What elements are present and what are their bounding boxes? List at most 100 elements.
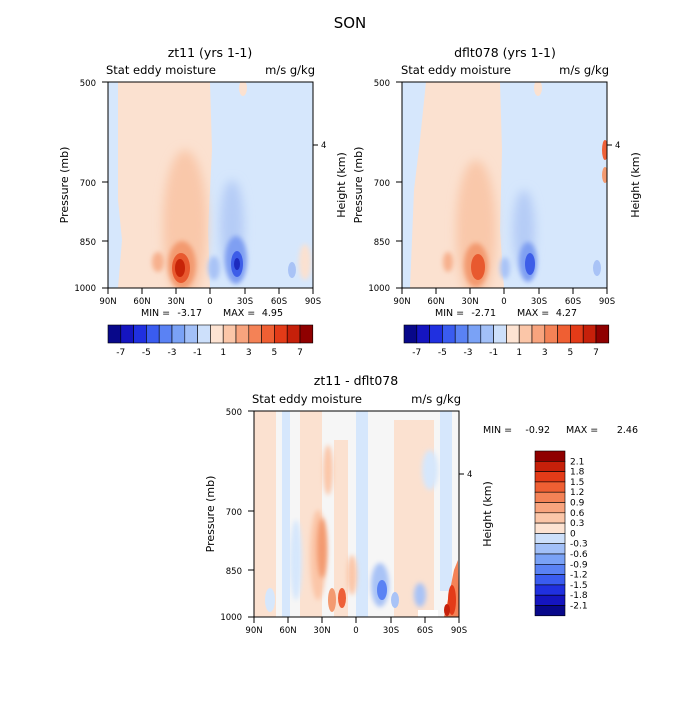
panel-2-xtick-0: 0 xyxy=(501,297,506,307)
colorbar-1-swatch xyxy=(274,324,288,344)
colorbar-3-label: 1.2 xyxy=(570,488,584,498)
panel-2-ytick-700: 700 xyxy=(374,179,390,189)
colorbar-3-label: 1.8 xyxy=(570,468,585,478)
colorbar-1-swatch xyxy=(184,324,198,344)
panel-1-xtick-60n: 60N xyxy=(133,297,150,307)
colorbar-1-label: -5 xyxy=(142,348,151,358)
panel-2-title: dflt078 (yrs 1-1) xyxy=(454,45,556,60)
panel-3: zt11 - dflt078 Stat eddy moisture m/s g/… xyxy=(204,373,638,636)
colorbar-2-swatch xyxy=(493,324,507,344)
panel-3-xtick-0: 0 xyxy=(353,626,358,636)
colorbar-3-swatch xyxy=(534,502,566,514)
panel-3-xtick-60s: 60S xyxy=(417,626,433,636)
colorbar-3-label: 0 xyxy=(570,529,576,539)
colorbar-1-label: -3 xyxy=(168,348,177,358)
colorbar-1-swatch xyxy=(235,324,250,344)
colorbar-1-swatch xyxy=(261,324,275,344)
colorbar-2-swatch xyxy=(531,324,546,344)
colorbar-3-swatch xyxy=(534,563,566,575)
colorbar-3-label: -1.5 xyxy=(570,581,588,591)
colorbar-2-label: -1 xyxy=(489,348,498,358)
colorbar-3-label: -0.3 xyxy=(570,540,588,550)
colorbar-3-swatch xyxy=(534,605,566,617)
colorbar-3-label: 0.6 xyxy=(570,509,585,519)
colorbar-1-swatch xyxy=(210,324,224,344)
colorbar-2-swatch xyxy=(467,324,482,344)
panel-3-xtick-90n: 90N xyxy=(245,626,262,636)
colorbar-3-swatch xyxy=(534,574,566,586)
panel-2-ytick-850: 850 xyxy=(374,238,390,248)
panel-3-field xyxy=(254,411,459,617)
panel-3-max-value: 2.46 xyxy=(617,425,638,436)
colorbar-3-swatch xyxy=(534,481,566,493)
panel-2-ytick-1000: 1000 xyxy=(368,284,390,294)
panel-2-subtitle-right: m/s g/kg xyxy=(559,63,609,77)
panel-3-min-value: -0.92 xyxy=(525,425,550,436)
panel-1-xtick-30s: 30S xyxy=(237,297,253,307)
colorbar-2-swatch xyxy=(506,324,520,344)
panel-1-xtick-0: 0 xyxy=(207,297,212,307)
colorbar-3-swatch xyxy=(534,522,566,534)
colorbar-3-swatch xyxy=(534,553,566,565)
colorbar-3-swatch xyxy=(534,471,566,483)
colorbar-2-label: 7 xyxy=(593,348,599,358)
panel-3-ylabel-right: Height (km) xyxy=(481,481,494,547)
colorbar-1-swatch xyxy=(222,324,237,344)
colorbar-2-swatch xyxy=(454,324,469,344)
colorbar-1-label: -1 xyxy=(193,348,202,358)
colorbar-1-label: 3 xyxy=(246,348,252,358)
figure-title: SON xyxy=(334,14,367,32)
panel-1-ytick-right-4: 4 xyxy=(321,141,326,151)
panel-2: dflt078 (yrs 1-1) Stat eddy moisture m/s… xyxy=(352,45,642,358)
panel-2-subtitle-left: Stat eddy moisture xyxy=(401,63,511,77)
panel-3-xtick-60n: 60N xyxy=(279,626,296,636)
colorbar-2-label: -5 xyxy=(438,348,447,358)
colorbar-1-swatch xyxy=(286,324,301,344)
panel-3-title: zt11 - dflt078 xyxy=(314,373,398,388)
colorbar-3-label: 0.9 xyxy=(570,499,585,509)
panel-1-ylabel-right: Height (km) xyxy=(335,152,348,218)
panel-1-xtick-30n: 30N xyxy=(167,297,184,307)
colorbar-1-swatch xyxy=(133,324,147,344)
panel-2-ytick-500: 500 xyxy=(374,79,390,89)
colorbar-3-swatch xyxy=(534,512,566,524)
colorbar-1-label: 1 xyxy=(220,348,226,358)
panel-3-ytick-700: 700 xyxy=(226,508,242,518)
colorbar-2-swatch xyxy=(595,324,610,344)
colorbar-1-label: -7 xyxy=(116,348,125,358)
panel-3-ytick-850: 850 xyxy=(226,567,242,577)
colorbar-3-label: 2.1 xyxy=(570,457,584,467)
colorbar-2-swatch xyxy=(557,324,571,344)
panel-3-xtick-90s: 90S xyxy=(451,626,467,636)
colorbar-2-label: 1 xyxy=(516,348,522,358)
panel-3-ytick-1000: 1000 xyxy=(220,613,242,623)
colorbar-1-swatch xyxy=(146,324,160,344)
colorbar-1-label: 5 xyxy=(272,348,278,358)
panel-3-ytick-500: 500 xyxy=(226,408,242,418)
panel-2-xtick-60s: 60S xyxy=(565,297,581,307)
colorbar-3-label: 1.5 xyxy=(570,478,584,488)
colorbar-1-label: 7 xyxy=(297,348,303,358)
panel-1-ytick-1000: 1000 xyxy=(74,284,96,294)
colorbar-3-swatch xyxy=(534,491,566,503)
colorbar-3-label: -2.1 xyxy=(570,602,588,612)
panel-1-xtick-90s: 90S xyxy=(305,297,321,307)
panel-1-subtitle-left: Stat eddy moisture xyxy=(106,63,216,77)
colorbar-3-label: -0.9 xyxy=(570,560,588,570)
colorbar-2-swatch xyxy=(582,324,597,344)
colorbar-1-swatch xyxy=(171,324,186,344)
panel-3-max-label: MAX = xyxy=(566,425,598,436)
colorbar-2-swatch xyxy=(544,324,558,344)
panel-2-max-value: 4.27 xyxy=(556,308,577,319)
colorbar-3-label: 0.3 xyxy=(570,519,584,529)
panel-3-xticks: 90N 60N 30N 0 30S 60S 90S xyxy=(245,626,467,636)
panel-1-ylabel: Pressure (mb) xyxy=(58,147,71,224)
colorbar-2-label: -7 xyxy=(412,348,421,358)
colorbar-2-label: 5 xyxy=(568,348,574,358)
panel-1-colorbar: -7 -5 -3 -1 1 3 5 7 xyxy=(107,324,314,358)
colorbar-1-swatch xyxy=(197,324,211,344)
panel-1-min-value: -3.17 xyxy=(177,308,202,319)
colorbar-2-swatch xyxy=(416,324,430,344)
colorbar-2-label: 3 xyxy=(542,348,548,358)
panel-2-field xyxy=(402,82,607,288)
